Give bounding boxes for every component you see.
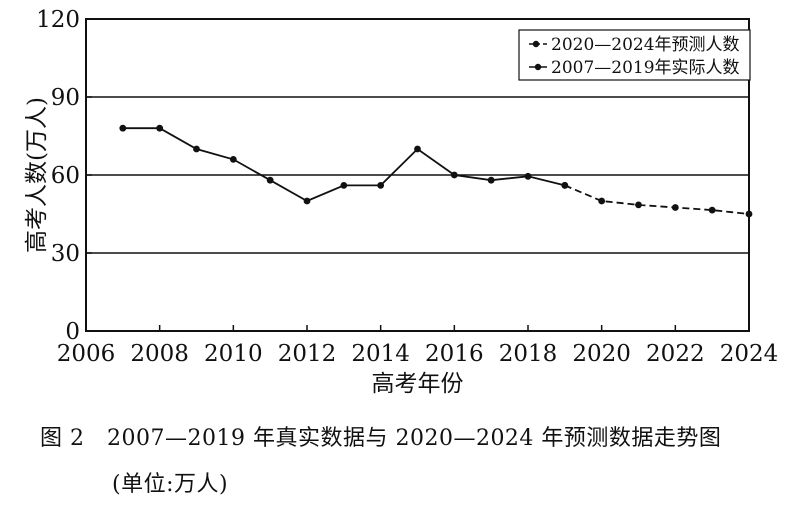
legend-marker-actual (534, 63, 542, 71)
y-axis-title: 高考人数(万人) (24, 97, 50, 253)
data-point-1-2008 (156, 124, 164, 132)
series-line-0 (564, 184, 750, 215)
x-axis-title: 高考年份 (372, 371, 464, 397)
x-tick-label: 2024 (720, 341, 779, 367)
line-chart: 2006 2008 2010 2012 2014 2016 2018 2020 2022 2024… (24, 7, 779, 397)
data-point-1-2013 (340, 182, 348, 189)
legend-box (518, 29, 751, 81)
data-point-0-2024 (745, 210, 753, 218)
data-point-0-2023 (708, 206, 716, 214)
data-point-1-2017 (487, 176, 495, 184)
x-tick-label: 2012 (278, 341, 337, 367)
legend-marker-forecast (532, 40, 540, 48)
x-tick-label: 2020 (572, 341, 631, 367)
x-tick-label: 2014 (351, 341, 410, 367)
y-tick-label: 60 (51, 163, 80, 189)
legend-label-forecast: 2020—2024年预测人数 (551, 35, 740, 55)
x-tick-label: 2022 (646, 341, 705, 367)
y-tick-label: 90 (51, 85, 80, 111)
data-point-1-2010 (229, 156, 237, 163)
data-point-0-2021 (635, 201, 642, 209)
x-tick-label: 2008 (130, 341, 189, 367)
series-line-1 (122, 127, 566, 203)
x-tick-label: 2010 (204, 341, 263, 367)
x-tick-label: 2018 (499, 341, 558, 367)
y-axis-ticks: 0 30 60 90 120 (36, 7, 92, 345)
y-tick-label: 0 (65, 319, 80, 345)
grid-lines (86, 96, 749, 254)
data-point-1-2012 (303, 197, 311, 205)
data-point-1-2019 (561, 182, 569, 189)
data-point-1-2011 (266, 176, 274, 184)
legend: 2020—2024年预测人数 2007—2019年实际人数 (518, 29, 751, 81)
x-tick-label: 2016 (425, 341, 484, 367)
figure-caption-unit: (单位:万人) (112, 472, 229, 497)
legend-label-actual: 2007—2019年实际人数 (551, 58, 740, 78)
data-point-1-2009 (193, 145, 200, 153)
data-point-1-2007 (119, 124, 127, 132)
series-group (119, 124, 753, 218)
y-tick-label: 120 (36, 7, 80, 33)
x-tick-label: 2006 (57, 341, 116, 367)
data-point-0-2022 (671, 204, 679, 211)
y-tick-label: 30 (51, 241, 80, 267)
data-point-1-2014 (377, 182, 385, 189)
data-point-1-2015 (414, 145, 421, 153)
data-point-1-2018 (524, 172, 532, 180)
x-axis-ticks: 2006 2008 2010 2012 2014 2016 2018 2020 2022 2024 (57, 325, 779, 367)
data-point-0-2020 (598, 197, 606, 205)
data-point-1-2016 (450, 171, 458, 179)
figure-caption: 图 2 2007—2019 年真实数据与 2020—2024 年预测数据走势图 (40, 426, 722, 451)
